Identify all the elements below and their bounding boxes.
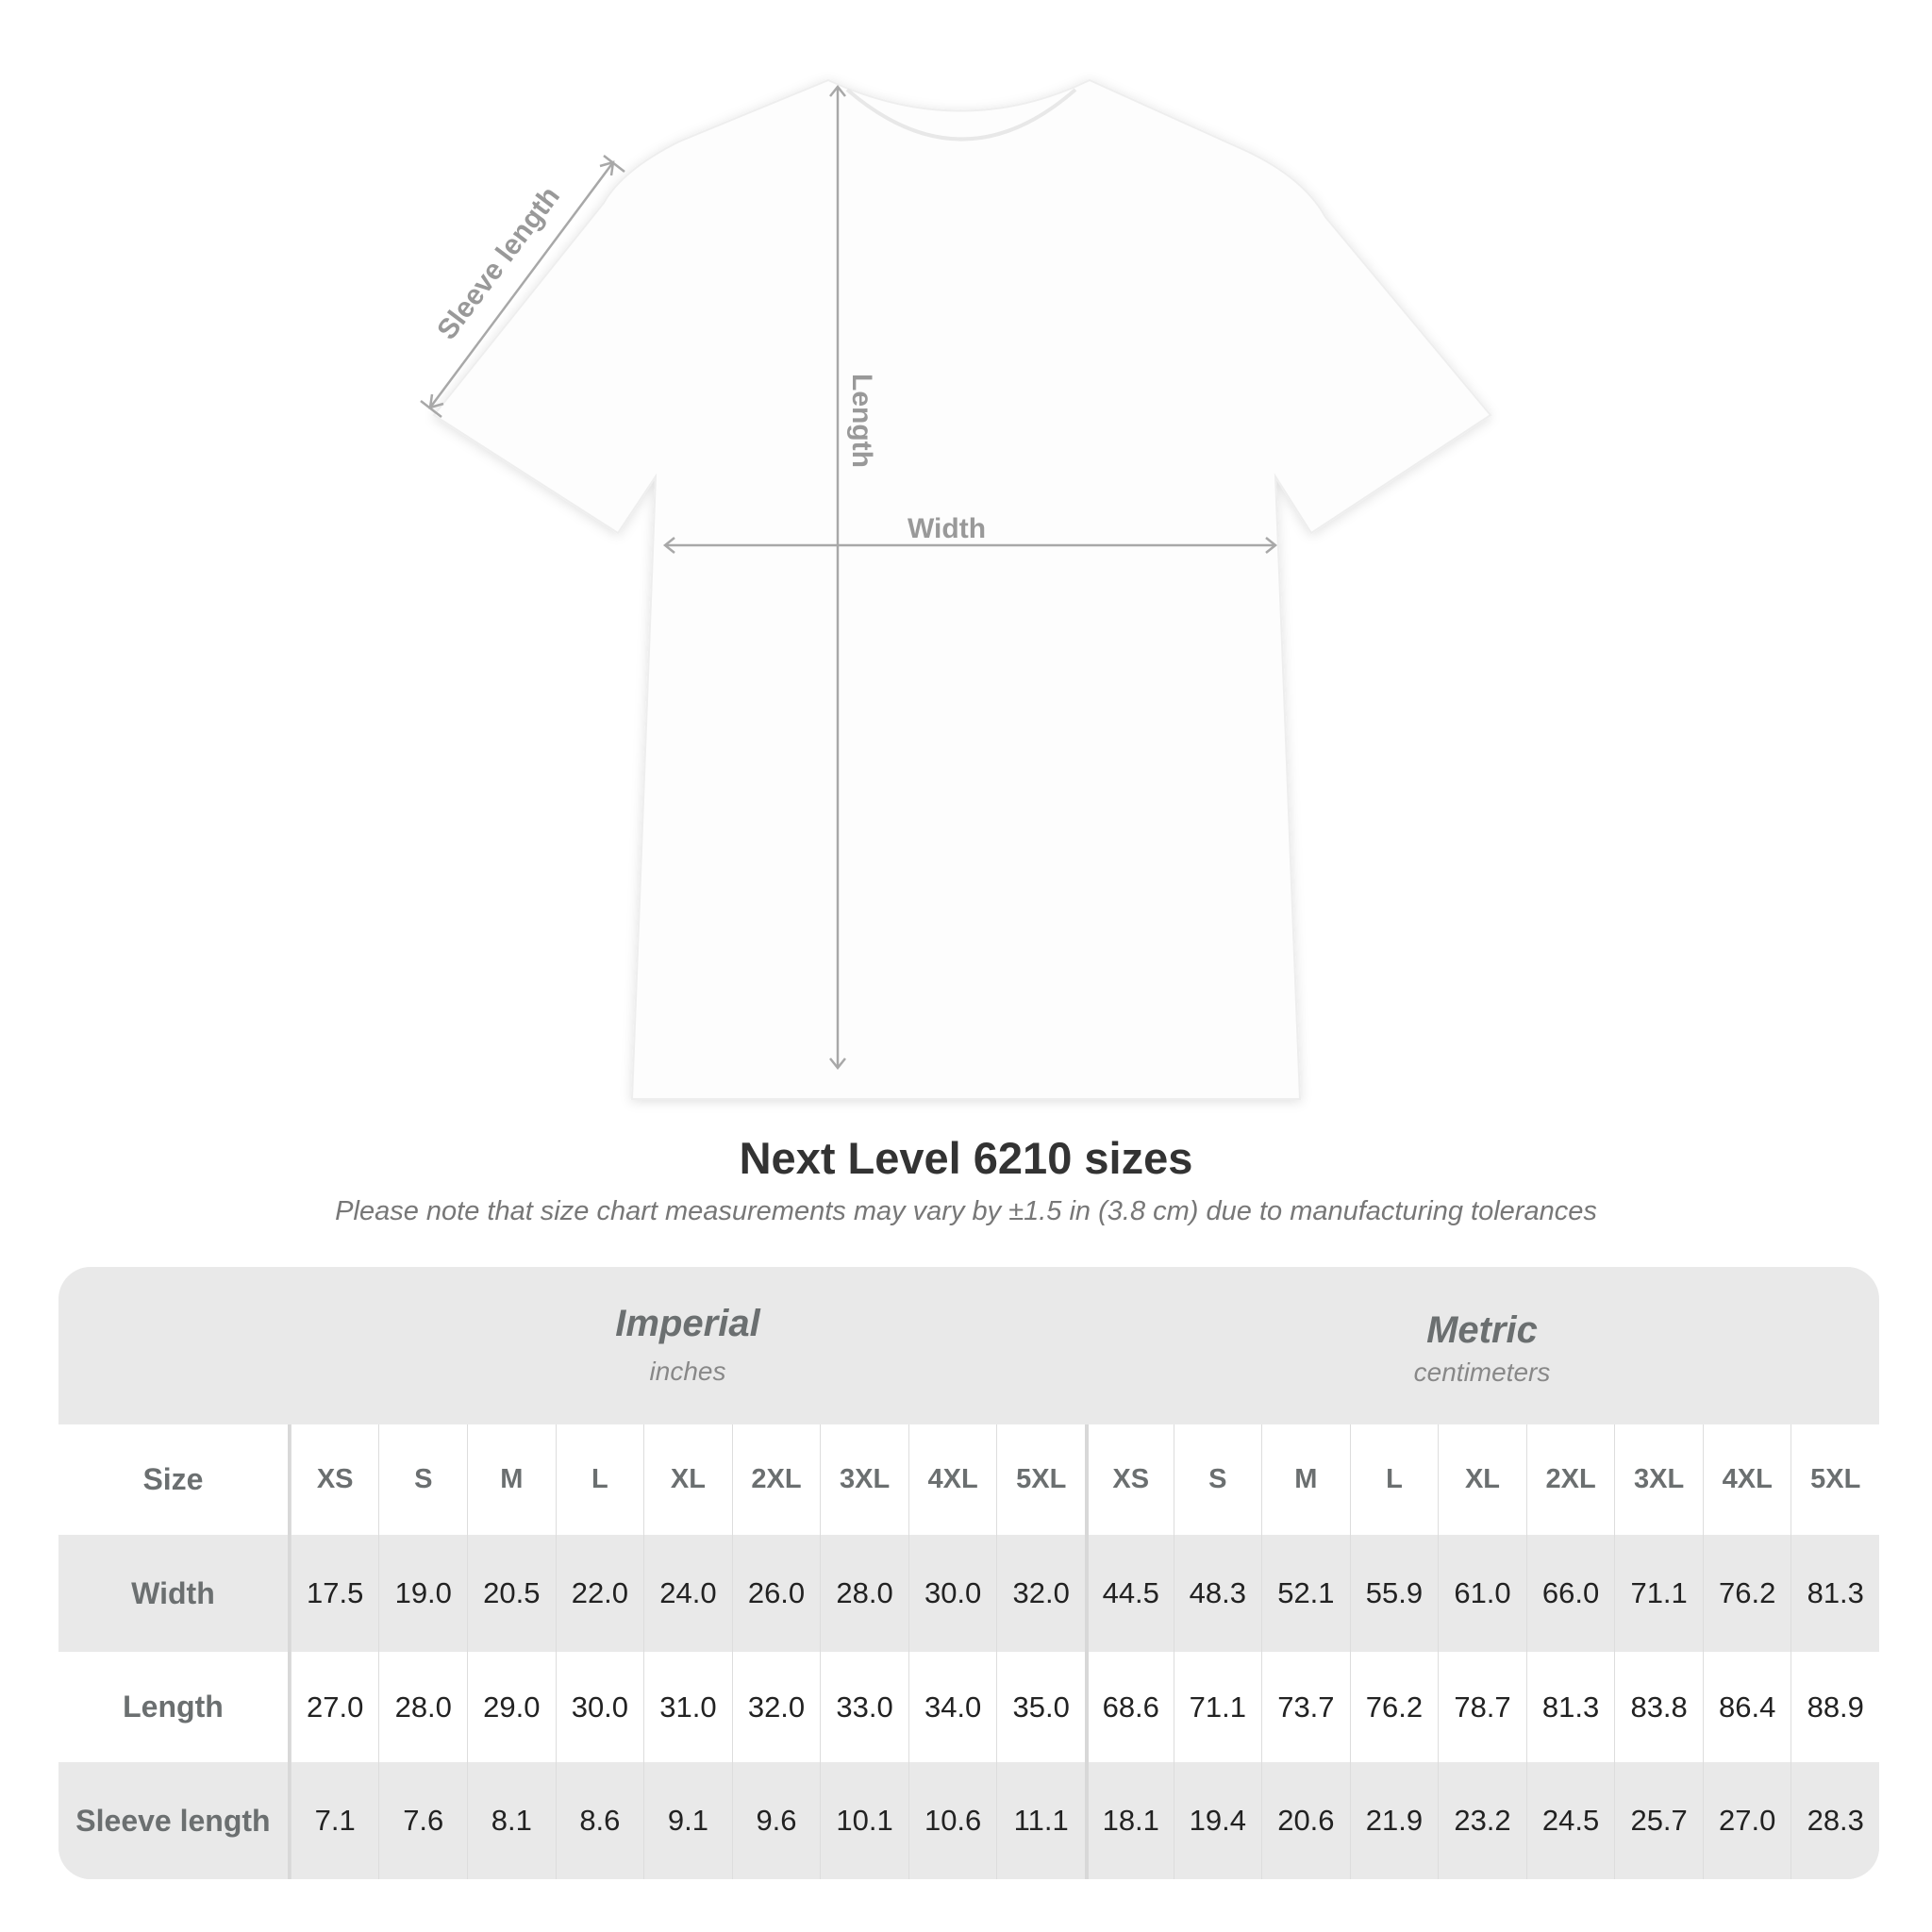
value-cell-metric: 78.7 — [1438, 1652, 1526, 1762]
value-cell-imperial: 17.5 — [290, 1535, 379, 1652]
size-header-imperial: S — [378, 1424, 467, 1535]
value-cell-metric: 81.3 — [1525, 1652, 1615, 1762]
table-row: Sleeve length 7.1 7.6 8.1 8.6 9.1 9.6 10.1 10.6 1… — [58, 1762, 1879, 1879]
value-cell-imperial: 19.0 — [378, 1535, 467, 1652]
table-row: Length 27.0 28.0 29.0 30.0 31.0 32.0 33.0 34.0 35… — [58, 1652, 1879, 1762]
size-table: Imperial inches Metric centimeters Size X… — [58, 1267, 1879, 1879]
metric-title: Metric — [1426, 1309, 1538, 1351]
size-header-imperial: 4XL — [908, 1424, 997, 1535]
value-cell-metric: 44.5 — [1084, 1535, 1174, 1652]
value-cell-metric: 19.4 — [1173, 1762, 1262, 1879]
size-header-metric: XS — [1084, 1424, 1174, 1535]
length-label: Length — [846, 374, 877, 468]
value-cell-metric: 83.8 — [1614, 1652, 1703, 1762]
size-header-row: Size XS S M L XL 2XL 3XL 4XL 5XL XS S M L XL 2XL 3XL 4XL 5… — [58, 1424, 1879, 1535]
value-cell-metric: 21.9 — [1349, 1762, 1439, 1879]
value-cell-metric: 23.2 — [1438, 1762, 1526, 1879]
value-cell-metric: 18.1 — [1084, 1762, 1174, 1879]
value-cell-imperial: 11.1 — [996, 1762, 1085, 1879]
size-header-metric: 3XL — [1614, 1424, 1703, 1535]
value-cell-imperial: 28.0 — [378, 1652, 467, 1762]
value-cell-imperial: 28.0 — [820, 1535, 908, 1652]
size-header-metric: S — [1173, 1424, 1262, 1535]
value-cell-imperial: 32.0 — [996, 1535, 1085, 1652]
value-cell-metric: 86.4 — [1702, 1652, 1791, 1762]
table-row: Width 17.5 19.0 20.5 22.0 24.0 26.0 28.0 30.0 32.… — [58, 1535, 1879, 1652]
value-cell-imperial: 30.0 — [555, 1652, 644, 1762]
tshirt-diagram: Sleeve length Length Width — [420, 78, 1492, 1100]
value-cell-metric: 81.3 — [1790, 1535, 1879, 1652]
value-cell-imperial: 27.0 — [290, 1652, 379, 1762]
tolerance-note: Please note that size chart measurements… — [335, 1196, 1597, 1226]
value-cell-metric: 66.0 — [1525, 1535, 1615, 1652]
imperial-title: Imperial — [615, 1303, 760, 1344]
size-header-metric: XL — [1438, 1424, 1526, 1535]
value-cell-imperial: 34.0 — [908, 1652, 997, 1762]
metric-unit: centimeters — [1413, 1357, 1551, 1387]
imperial-unit: inches — [649, 1357, 726, 1386]
metric-header: Metric centimeters — [1085, 1267, 1879, 1424]
value-cell-metric: 88.9 — [1790, 1652, 1879, 1762]
size-header-metric: 5XL — [1790, 1424, 1879, 1535]
value-cell-metric: 25.7 — [1614, 1762, 1703, 1879]
size-header-metric: M — [1261, 1424, 1350, 1535]
value-cell-imperial: 7.6 — [378, 1762, 467, 1879]
row-label: Sleeve length — [58, 1762, 291, 1879]
size-header-imperial: 3XL — [820, 1424, 908, 1535]
size-header-imperial: XS — [290, 1424, 379, 1535]
value-cell-imperial: 20.5 — [467, 1535, 556, 1652]
value-cell-imperial: 31.0 — [643, 1652, 732, 1762]
value-cell-imperial: 10.6 — [908, 1762, 997, 1879]
value-cell-imperial: 7.1 — [290, 1762, 379, 1879]
value-cell-metric: 20.6 — [1261, 1762, 1350, 1879]
imperial-header: Imperial inches — [291, 1267, 1085, 1424]
value-cell-imperial: 8.1 — [467, 1762, 556, 1879]
value-cell-metric: 76.2 — [1702, 1535, 1791, 1652]
value-cell-metric: 52.1 — [1261, 1535, 1350, 1652]
size-header-imperial: XL — [643, 1424, 732, 1535]
value-cell-imperial: 29.0 — [467, 1652, 556, 1762]
tshirt-shape — [432, 78, 1492, 1100]
value-cell-metric: 55.9 — [1349, 1535, 1439, 1652]
value-cell-metric: 28.3 — [1790, 1762, 1879, 1879]
width-label: Width — [908, 513, 986, 544]
value-cell-imperial: 22.0 — [555, 1535, 644, 1652]
value-cell-metric: 61.0 — [1438, 1535, 1526, 1652]
value-cell-imperial: 33.0 — [820, 1652, 908, 1762]
value-cell-imperial: 9.6 — [731, 1762, 821, 1879]
size-header-metric: 2XL — [1525, 1424, 1615, 1535]
value-cell-imperial: 26.0 — [731, 1535, 821, 1652]
value-cell-imperial: 32.0 — [731, 1652, 821, 1762]
size-header-imperial: M — [467, 1424, 556, 1535]
value-cell-metric: 48.3 — [1173, 1535, 1262, 1652]
size-header-metric: L — [1349, 1424, 1439, 1535]
value-cell-imperial: 9.1 — [643, 1762, 732, 1879]
size-header-imperial: L — [555, 1424, 644, 1535]
size-header-imperial: 2XL — [731, 1424, 821, 1535]
row-label: Width — [58, 1535, 291, 1652]
size-label: Size — [58, 1424, 291, 1535]
row-label: Length — [58, 1652, 291, 1762]
value-cell-imperial: 10.1 — [820, 1762, 908, 1879]
value-cell-imperial: 8.6 — [555, 1762, 644, 1879]
value-cell-metric: 76.2 — [1349, 1652, 1439, 1762]
value-cell-metric: 71.1 — [1173, 1652, 1262, 1762]
value-cell-metric: 71.1 — [1614, 1535, 1703, 1652]
value-cell-imperial: 30.0 — [908, 1535, 997, 1652]
size-header-metric: 4XL — [1702, 1424, 1791, 1535]
size-header-imperial: 5XL — [996, 1424, 1085, 1535]
value-cell-metric: 68.6 — [1084, 1652, 1174, 1762]
value-cell-metric: 73.7 — [1261, 1652, 1350, 1762]
value-cell-imperial: 35.0 — [996, 1652, 1085, 1762]
value-cell-metric: 24.5 — [1525, 1762, 1615, 1879]
value-cell-metric: 27.0 — [1702, 1762, 1791, 1879]
value-cell-imperial: 24.0 — [643, 1535, 732, 1652]
page-title: Next Level 6210 sizes — [739, 1133, 1193, 1183]
